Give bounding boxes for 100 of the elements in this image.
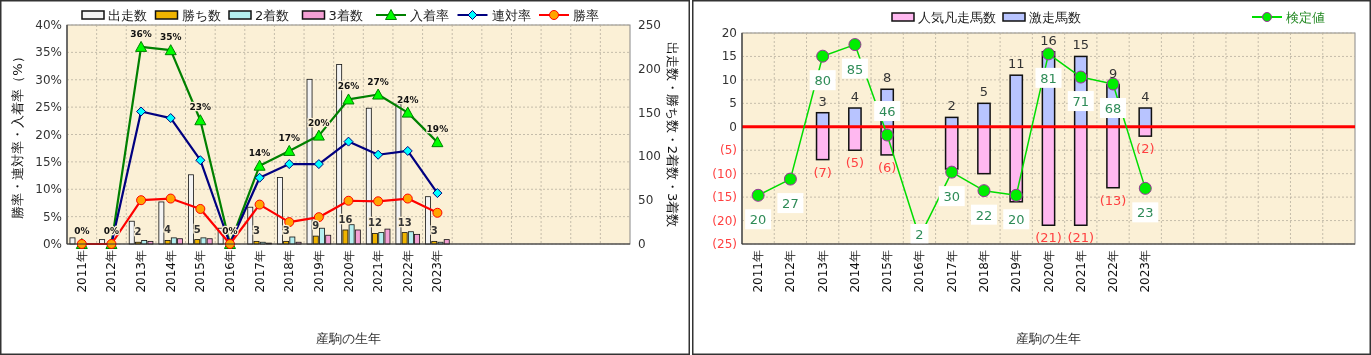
y2-axis-title: 出走数・勝ち数・2着数・3着数 [665,41,680,228]
y2-tick-label: 0 [638,237,646,251]
data-label: 24% [396,94,419,105]
y2-tick-label: 100 [638,149,661,164]
legend-label: 入着率 [410,8,449,23]
y-axis-title: 勝率・連対率・入着率（%） [10,50,25,219]
x-tick-label: 2022年 [1106,250,1121,293]
y-tick-label: 5 [729,96,737,111]
data-label: 3 [430,225,438,237]
data-label: 0% [222,226,238,236]
data-label: (2) [1136,141,1155,157]
data-label: 3 [818,93,827,109]
data-label: 35% [159,32,182,43]
y-tick-label: 30% [35,72,62,87]
data-label: 36% [130,28,152,39]
x-tick-label: 2011年 [751,250,766,293]
legend-label: 連対率 [491,8,531,23]
data-label: 20% [308,117,330,128]
y-tick-label: (5) [720,143,737,158]
x-tick-label: 2013年 [815,250,830,293]
data-label: 14% [248,147,271,158]
data-label: 27% [367,76,389,87]
x-tick-label: 2011年 [74,250,89,293]
y2-tick-label: 200 [638,61,661,76]
data-label: 27 [782,196,799,212]
y-tick-label: 10 [721,72,737,87]
data-label: (6) [877,159,897,175]
data-label: 5 [193,223,201,235]
data-label: 81 [1040,70,1057,86]
legend-label: 勝ち数 [181,8,221,23]
data-label: 4 [164,224,172,236]
y-tick-label: 10% [35,182,62,197]
x-tick-label: 2020年 [341,250,356,293]
x-axis-title: 産駒の生年 [316,331,381,346]
x-tick-label: 2017年 [944,250,959,293]
x-tick-label: 2018年 [976,250,991,293]
y-tick-label: 40% [35,18,62,32]
y-tick-label: 35% [35,45,62,60]
y-tick-label: (15) [712,190,737,205]
data-label: 80 [814,73,831,89]
data-label: (13) [1099,192,1127,208]
data-label: 20 [749,212,767,228]
y-tick-label: 20% [35,127,62,142]
legend-label: 出走数 [108,8,147,23]
data-label: 4 [1141,89,1150,105]
legend-label: 検定値 [1286,10,1325,25]
y-tick-label: 5% [42,209,62,224]
y-tick-label: (25) [712,237,737,251]
x-tick-label: 2021年 [1073,250,1088,293]
x-tick-label: 2021年 [371,250,386,293]
data-label: 17% [278,132,301,143]
x-tick-label: 2023年 [430,250,445,293]
x-tick-label: 2018年 [282,250,297,293]
y-tick-label: 25% [35,100,62,115]
x-tick-label: 2012年 [104,250,119,293]
x-tick-label: 2019年 [1009,250,1024,293]
data-label: (21) [1035,230,1062,246]
x-tick-label: 2017年 [252,250,267,293]
legend-label: 3着数 [328,8,363,23]
x-tick-label: 2013年 [134,250,149,293]
y-tick-label: 15% [35,154,62,169]
legend-label: 勝率 [573,8,599,23]
x-tick-label: 2015年 [880,250,895,293]
data-label: 13 [397,216,412,228]
data-label: 3 [282,225,290,237]
data-label: 2 [134,226,142,238]
data-label: 71 [1072,94,1090,110]
data-label: 11 [1007,56,1025,72]
data-label: 22 [975,207,993,223]
y2-tick-label: 150 [638,105,661,120]
data-label: 16 [1040,32,1057,48]
y-tick-label: (10) [712,166,737,181]
data-label: 68 [1104,101,1122,117]
y-tick-label: 20 [721,26,737,40]
data-label: 15 [1072,37,1090,53]
data-label: 2 [947,98,956,114]
data-label: 5 [979,84,989,100]
x-tick-label: 2020年 [1041,250,1056,293]
data-label: 3 [253,225,261,237]
data-label: 23 [1137,205,1154,221]
data-label: (7) [813,164,832,180]
y-tick-label: 0 [729,119,737,134]
data-label: 4 [850,89,860,105]
y-tick-label: 15 [721,49,737,64]
x-tick-label: 2016年 [222,250,237,293]
x-tick-label: 2015年 [193,250,208,293]
y2-tick-label: 50 [638,193,654,208]
x-tick-label: 2014年 [847,250,862,293]
data-label: (21) [1067,230,1095,246]
legend-label: 2着数 [255,8,290,23]
x-tick-label: 2022年 [400,250,415,293]
data-label: 19% [426,124,449,135]
data-label: 46 [878,104,896,120]
data-label: 20 [1007,212,1025,228]
y-tick-label: (20) [712,213,737,228]
data-label: 85 [846,61,864,77]
data-label: 9 [1108,65,1118,81]
x-axis-title: 産駒の生年 [1016,331,1081,346]
x-tick-label: 2023年 [1138,250,1153,293]
y-tick-label: 0% [42,237,62,251]
